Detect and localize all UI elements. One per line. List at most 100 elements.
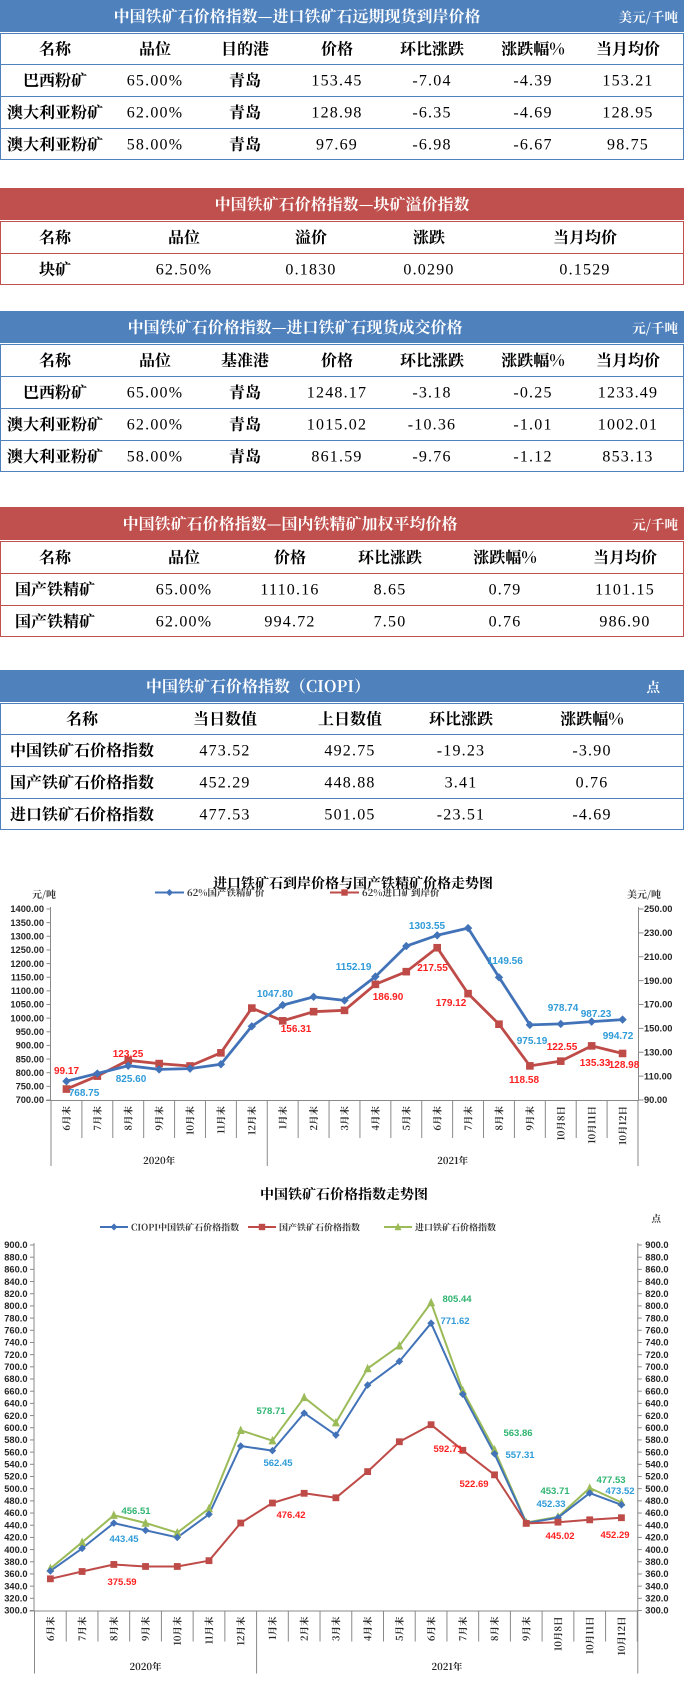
svg-text:186.90: 186.90 <box>373 992 404 1003</box>
svg-text:520.0: 520.0 <box>645 1472 668 1482</box>
svg-text:122.55: 122.55 <box>547 1042 578 1053</box>
svg-text:861.59: 861.59 <box>311 449 362 466</box>
svg-text:900.00: 900.00 <box>16 1041 44 1051</box>
svg-text:-23.51: -23.51 <box>437 807 486 824</box>
svg-text:680.0: 680.0 <box>645 1374 668 1384</box>
svg-text:156.31: 156.31 <box>281 1024 312 1035</box>
svg-text:-4.69: -4.69 <box>513 105 552 122</box>
svg-text:400.0: 400.0 <box>645 1545 668 1555</box>
svg-text:560.0: 560.0 <box>4 1447 27 1457</box>
svg-text:1300.00: 1300.00 <box>10 932 44 942</box>
svg-text:1015.02: 1015.02 <box>307 417 367 434</box>
svg-text:994.72: 994.72 <box>603 1031 634 1042</box>
svg-text:452.33: 452.33 <box>536 1499 565 1510</box>
svg-text:700.0: 700.0 <box>4 1362 27 1372</box>
svg-text:540.0: 540.0 <box>4 1460 27 1470</box>
svg-text:128.98: 128.98 <box>311 105 362 122</box>
svg-text:170.00: 170.00 <box>644 1000 672 1010</box>
svg-text:460.0: 460.0 <box>4 1508 27 1518</box>
svg-text:153.21: 153.21 <box>602 73 653 90</box>
svg-text:700.00: 700.00 <box>16 1095 44 1105</box>
svg-text:456.51: 456.51 <box>121 1506 151 1517</box>
svg-text:62.50%: 62.50% <box>156 262 213 279</box>
svg-text:520.0: 520.0 <box>4 1472 27 1482</box>
svg-text:1400.00: 1400.00 <box>10 904 44 914</box>
svg-text:250.00: 250.00 <box>644 904 672 914</box>
svg-text:-1.12: -1.12 <box>513 449 552 466</box>
svg-text:440.0: 440.0 <box>4 1520 27 1530</box>
svg-text:340.0: 340.0 <box>4 1581 27 1591</box>
svg-text:7.50: 7.50 <box>374 614 407 631</box>
svg-text:1200.00: 1200.00 <box>10 959 44 969</box>
svg-text:825.60: 825.60 <box>116 1074 147 1085</box>
svg-text:128.98: 128.98 <box>609 1060 640 1071</box>
svg-text:400.0: 400.0 <box>4 1545 27 1555</box>
svg-text:150.00: 150.00 <box>644 1024 672 1034</box>
svg-text:1000.00: 1000.00 <box>10 1013 44 1023</box>
svg-text:473.52: 473.52 <box>605 1486 634 1497</box>
svg-text:-6.35: -6.35 <box>412 105 451 122</box>
svg-text:750.00: 750.00 <box>16 1082 44 1092</box>
svg-text:-0.25: -0.25 <box>513 385 552 402</box>
svg-text:850.00: 850.00 <box>16 1054 44 1064</box>
svg-text:880.0: 880.0 <box>4 1252 27 1262</box>
svg-text:210.00: 210.00 <box>644 952 672 962</box>
svg-text:480.0: 480.0 <box>4 1496 27 1506</box>
svg-text:740.0: 740.0 <box>4 1338 27 1348</box>
svg-text:473.52: 473.52 <box>199 743 250 760</box>
svg-text:452.29: 452.29 <box>199 775 250 792</box>
svg-text:-6.98: -6.98 <box>412 137 451 154</box>
svg-text:360.0: 360.0 <box>4 1569 27 1579</box>
svg-text:-1.01: -1.01 <box>513 417 552 434</box>
svg-text:477.53: 477.53 <box>596 1475 625 1486</box>
svg-text:1149.56: 1149.56 <box>487 956 523 967</box>
svg-text:90.00: 90.00 <box>644 1095 667 1105</box>
svg-text:1047.80: 1047.80 <box>257 989 294 1000</box>
svg-text:380.0: 380.0 <box>645 1557 668 1567</box>
svg-text:360.0: 360.0 <box>645 1569 668 1579</box>
svg-text:0.1529: 0.1529 <box>559 262 610 279</box>
svg-text:560.0: 560.0 <box>645 1447 668 1457</box>
svg-text:190.00: 190.00 <box>644 976 672 986</box>
svg-text:563.86: 563.86 <box>503 1428 532 1439</box>
svg-text:420.0: 420.0 <box>645 1533 668 1543</box>
svg-text:1050.00: 1050.00 <box>10 1000 44 1010</box>
svg-text:217.55: 217.55 <box>417 963 448 974</box>
svg-text:1110.16: 1110.16 <box>260 582 319 599</box>
svg-text:640.0: 640.0 <box>645 1399 668 1409</box>
svg-text:3.41: 3.41 <box>445 775 478 792</box>
svg-text:1100.00: 1100.00 <box>11 986 44 996</box>
svg-text:320.0: 320.0 <box>645 1594 668 1604</box>
svg-text:780.0: 780.0 <box>645 1313 668 1323</box>
svg-text:375.59: 375.59 <box>107 1577 136 1588</box>
svg-text:800.00: 800.00 <box>16 1068 44 1078</box>
svg-text:986.90: 986.90 <box>599 614 650 631</box>
svg-text:110.00: 110.00 <box>644 1071 672 1081</box>
svg-text:-7.04: -7.04 <box>412 73 451 90</box>
svg-text:65.00%: 65.00% <box>127 73 184 90</box>
svg-text:840.0: 840.0 <box>645 1277 668 1287</box>
svg-text:453.71: 453.71 <box>540 1486 570 1497</box>
svg-text:740.0: 740.0 <box>645 1338 668 1348</box>
svg-text:0.0290: 0.0290 <box>403 262 454 279</box>
svg-text:950.00: 950.00 <box>16 1027 44 1037</box>
svg-text:620.0: 620.0 <box>645 1411 668 1421</box>
svg-text:780.0: 780.0 <box>4 1313 27 1323</box>
svg-text:0.79: 0.79 <box>489 582 522 599</box>
svg-text:975.19: 975.19 <box>517 1036 548 1047</box>
svg-text:760.0: 760.0 <box>645 1326 668 1336</box>
svg-text:820.0: 820.0 <box>4 1289 27 1299</box>
svg-text:-3.90: -3.90 <box>572 743 611 760</box>
svg-text:500.0: 500.0 <box>4 1484 27 1494</box>
svg-text:-4.69: -4.69 <box>572 807 611 824</box>
svg-text:-4.39: -4.39 <box>513 73 552 90</box>
svg-text:179.12: 179.12 <box>436 998 467 1009</box>
svg-text:98.75: 98.75 <box>607 137 649 154</box>
svg-text:840.0: 840.0 <box>4 1277 27 1287</box>
svg-text:58.00%: 58.00% <box>127 449 184 466</box>
svg-text:-10.36: -10.36 <box>408 417 457 434</box>
svg-text:128.95: 128.95 <box>602 105 653 122</box>
svg-text:480.0: 480.0 <box>645 1496 668 1506</box>
svg-text:580.0: 580.0 <box>645 1435 668 1445</box>
svg-text:0.76: 0.76 <box>489 614 522 631</box>
